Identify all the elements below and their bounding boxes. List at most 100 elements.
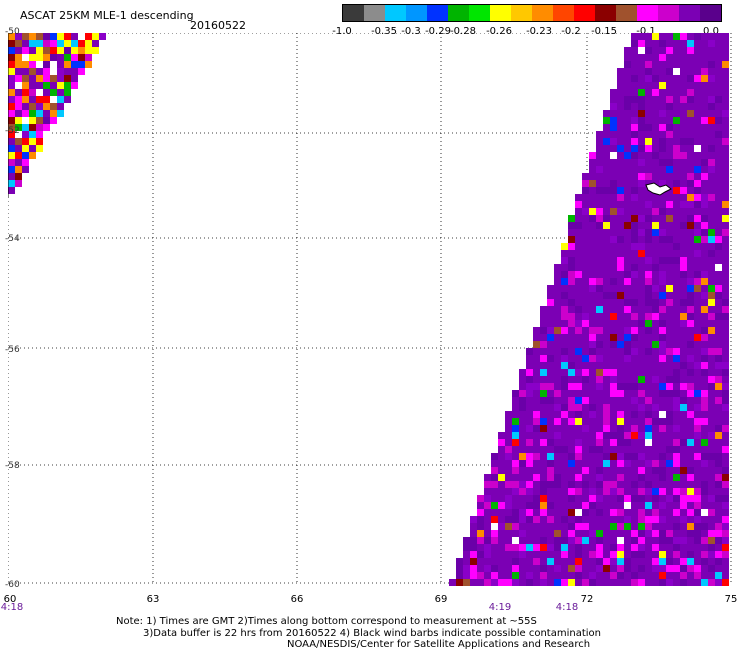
wind-cell — [715, 404, 722, 411]
wind-cell — [582, 495, 589, 502]
wind-cell — [582, 404, 589, 411]
wind-cell — [582, 411, 589, 418]
wind-cell — [568, 502, 575, 509]
wind-cell — [624, 488, 631, 495]
wind-cell — [666, 495, 673, 502]
wind-cell — [29, 82, 36, 89]
wind-cell — [491, 502, 498, 509]
wind-cell — [547, 537, 554, 544]
wind-cell — [505, 474, 512, 481]
wind-cell — [659, 236, 666, 243]
wind-cell — [526, 467, 533, 474]
wind-cell — [694, 397, 701, 404]
wind-cell — [596, 467, 603, 474]
wind-cell — [645, 495, 652, 502]
wind-cell — [680, 481, 687, 488]
wind-cell — [624, 96, 631, 103]
wind-cell — [631, 278, 638, 285]
wind-cell — [512, 411, 519, 418]
wind-cell — [673, 334, 680, 341]
wind-cell — [659, 390, 666, 397]
wind-cell — [8, 173, 15, 180]
wind-cell — [491, 516, 498, 523]
wind-cell — [687, 320, 694, 327]
wind-cell — [610, 467, 617, 474]
wind-cell — [603, 439, 610, 446]
wind-cell — [8, 166, 15, 173]
wind-cell — [624, 516, 631, 523]
wind-cell — [512, 453, 519, 460]
wind-cell — [519, 488, 526, 495]
wind-cell — [540, 481, 547, 488]
wind-cell — [659, 243, 666, 250]
wind-cell — [36, 145, 43, 152]
wind-cell — [533, 474, 540, 481]
wind-cell — [29, 131, 36, 138]
wind-cell — [701, 257, 708, 264]
wind-cell — [596, 565, 603, 572]
wind-cell — [715, 341, 722, 348]
wind-cell — [568, 383, 575, 390]
wind-cell — [15, 131, 22, 138]
wind-cell — [596, 243, 603, 250]
wind-cell — [575, 250, 582, 257]
wind-cell — [533, 425, 540, 432]
wind-cell — [617, 558, 624, 565]
color-swatch — [616, 5, 637, 21]
wind-cell — [491, 460, 498, 467]
wind-cell — [645, 103, 652, 110]
wind-cell — [512, 579, 519, 586]
wind-cell — [624, 558, 631, 565]
wind-cell — [715, 152, 722, 159]
wind-cell — [50, 82, 57, 89]
wind-cell — [673, 180, 680, 187]
wind-cell — [568, 495, 575, 502]
wind-cell — [666, 404, 673, 411]
wind-cell — [715, 236, 722, 243]
wind-cell — [722, 544, 729, 551]
wind-cell — [561, 278, 568, 285]
wind-cell — [22, 75, 29, 82]
wind-cell — [596, 194, 603, 201]
wind-cell — [687, 523, 694, 530]
wind-cell — [589, 194, 596, 201]
wind-cell — [666, 488, 673, 495]
wind-cell — [666, 467, 673, 474]
wind-cell — [652, 271, 659, 278]
wind-cell — [701, 278, 708, 285]
wind-cell — [540, 565, 547, 572]
wind-cell — [554, 348, 561, 355]
wind-cell — [484, 488, 491, 495]
wind-cell — [659, 425, 666, 432]
wind-cell — [554, 278, 561, 285]
wind-cell — [617, 264, 624, 271]
wind-cell — [666, 516, 673, 523]
wind-cell — [652, 397, 659, 404]
wind-cell — [715, 187, 722, 194]
wind-cell — [659, 537, 666, 544]
wind-cell — [722, 488, 729, 495]
wind-cell — [652, 516, 659, 523]
lat-label-58: -58 — [5, 461, 20, 471]
wind-cell — [722, 523, 729, 530]
wind-cell — [666, 509, 673, 516]
wind-cell — [582, 362, 589, 369]
wind-cell — [36, 68, 43, 75]
wind-cell — [498, 565, 505, 572]
wind-cell — [582, 250, 589, 257]
wind-cell — [477, 551, 484, 558]
wind-cell — [638, 229, 645, 236]
wind-cell — [610, 117, 617, 124]
wind-cell — [610, 250, 617, 257]
wind-cell — [708, 362, 715, 369]
wind-cell — [638, 82, 645, 89]
wind-cell — [582, 208, 589, 215]
wind-cell — [715, 68, 722, 75]
wind-cell — [36, 54, 43, 61]
wind-cell — [64, 82, 71, 89]
wind-cell — [687, 40, 694, 47]
wind-cell — [701, 495, 708, 502]
wind-cell — [596, 264, 603, 271]
wind-cell — [540, 404, 547, 411]
wind-cell — [659, 271, 666, 278]
